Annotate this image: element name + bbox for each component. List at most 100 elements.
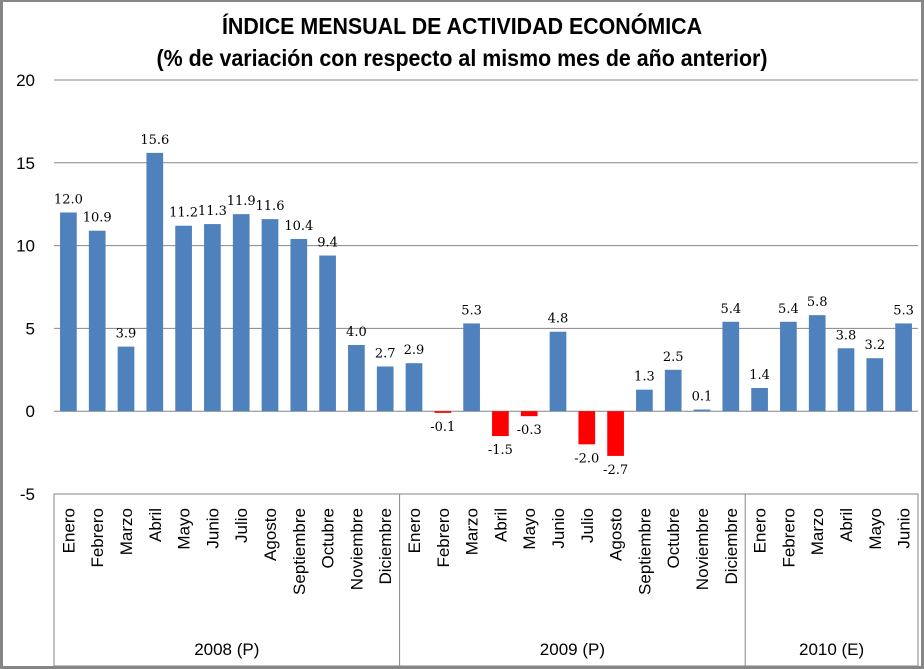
bar — [146, 152, 164, 412]
bar — [607, 411, 624, 456]
data-label: 11.2 — [169, 206, 198, 221]
category-box — [53, 493, 919, 667]
data-label: 5.3 — [461, 303, 482, 318]
bar — [348, 344, 365, 412]
bar — [866, 358, 884, 412]
data-label: 1.3 — [634, 370, 655, 385]
category-label: Junio — [895, 508, 914, 549]
bar — [751, 388, 768, 412]
category-label: Septiembre — [635, 508, 654, 595]
category-label: Junio — [549, 508, 568, 549]
category-label: Octubre — [319, 508, 338, 568]
chart-title: ÍNDICE MENSUAL DE ACTIVIDAD ECONÓMICA — [221, 13, 703, 39]
data-label: 11.9 — [227, 194, 256, 209]
category-label: Enero — [59, 508, 78, 553]
bar — [837, 348, 855, 412]
category-axis: Enero Febrero Marzo Abril Mayo Junio Julio Agos… — [53, 493, 919, 667]
bar — [492, 411, 509, 437]
data-label: 5.4 — [778, 302, 799, 317]
data-label: 1.4 — [749, 368, 770, 383]
group-label: 2009 (P) — [540, 640, 605, 659]
data-label: -1.5 — [488, 443, 513, 458]
data-label: 5.3 — [893, 303, 914, 318]
bar — [895, 323, 912, 412]
chart-subtitle: (% de variación con respecto al mismo me… — [156, 45, 768, 71]
data-label: 2.9 — [404, 343, 425, 358]
bar — [780, 321, 797, 412]
y-tick-label: 5 — [26, 319, 35, 338]
bars — [60, 152, 912, 456]
data-label: 5.8 — [807, 295, 828, 310]
bar — [261, 219, 279, 412]
category-label: Febrero — [434, 508, 453, 568]
data-label: 12.0 — [54, 192, 83, 207]
bar — [463, 323, 480, 412]
data-labels: 12.010.9 3.9 15.6 11.2 11.311.9 11.6 10.4 9.4 4.… — [54, 133, 914, 478]
y-tick-label: 20 — [16, 71, 35, 90]
category-label: Noviembre — [347, 508, 366, 590]
category-label: Abril — [837, 508, 856, 542]
category-label: Abril — [146, 508, 165, 542]
category-label: Marzo — [117, 508, 136, 555]
bar — [405, 363, 423, 412]
bar — [175, 225, 192, 412]
group-label: 2008 (P) — [194, 640, 259, 659]
bar — [319, 255, 336, 412]
data-label: 4.8 — [548, 312, 569, 327]
category-label: Enero — [405, 508, 424, 553]
category-label: Mayo — [520, 508, 539, 550]
bar — [664, 369, 682, 412]
data-label: 10.4 — [284, 219, 313, 234]
bar — [290, 238, 308, 412]
bar — [808, 315, 826, 412]
category-label: Junio — [203, 508, 222, 549]
data-label: 2.7 — [375, 346, 396, 361]
bar — [232, 214, 250, 412]
bar — [376, 366, 394, 412]
y-tick-label: 15 — [16, 154, 35, 173]
bar — [636, 389, 653, 412]
category-label: Agosto — [261, 508, 280, 561]
category-label: Agosto — [607, 508, 626, 561]
category-label: Octubre — [664, 508, 683, 568]
data-label: 3.2 — [864, 338, 885, 353]
bar — [204, 224, 221, 412]
group-label: 2010 (E) — [799, 640, 864, 659]
data-label: 11.3 — [198, 204, 227, 219]
category-label: Noviembre — [693, 508, 712, 590]
data-label: 3.9 — [116, 327, 137, 342]
category-label: Febrero — [779, 508, 798, 568]
bar — [549, 331, 567, 412]
data-label: 15.6 — [140, 133, 169, 148]
category-label: Mayo — [175, 508, 194, 550]
data-label: -0.3 — [517, 423, 542, 438]
category-label: Febrero — [88, 508, 107, 568]
data-label: 3.8 — [836, 328, 857, 343]
data-label: -0.1 — [430, 420, 455, 435]
y-tick-label: 10 — [16, 237, 35, 256]
data-label: 0.1 — [692, 390, 713, 405]
bar — [693, 409, 711, 412]
y-tick-label: 0 — [26, 402, 35, 421]
gridlines — [54, 79, 918, 412]
category-label: Septiembre — [290, 508, 309, 595]
category-label: Abril — [491, 508, 510, 542]
y-tick-label: -5 — [20, 485, 35, 504]
bar — [578, 411, 596, 445]
bar — [434, 411, 452, 413]
category-label: Marzo — [463, 508, 482, 555]
bar — [60, 212, 77, 412]
data-label: 4.0 — [346, 325, 367, 340]
data-label: 9.4 — [317, 236, 338, 251]
data-label: 11.6 — [256, 199, 285, 214]
y-axis-ticks: -5 0 5 10 15 20 — [16, 71, 35, 504]
data-label: 10.9 — [83, 211, 112, 226]
data-label: 5.4 — [720, 302, 741, 317]
category-label: Mayo — [866, 508, 885, 550]
category-label: Diciembre — [722, 508, 741, 585]
bar — [722, 321, 740, 412]
bar — [520, 411, 538, 417]
category-label: Marzo — [808, 508, 827, 555]
category-label: Julio — [578, 508, 597, 543]
